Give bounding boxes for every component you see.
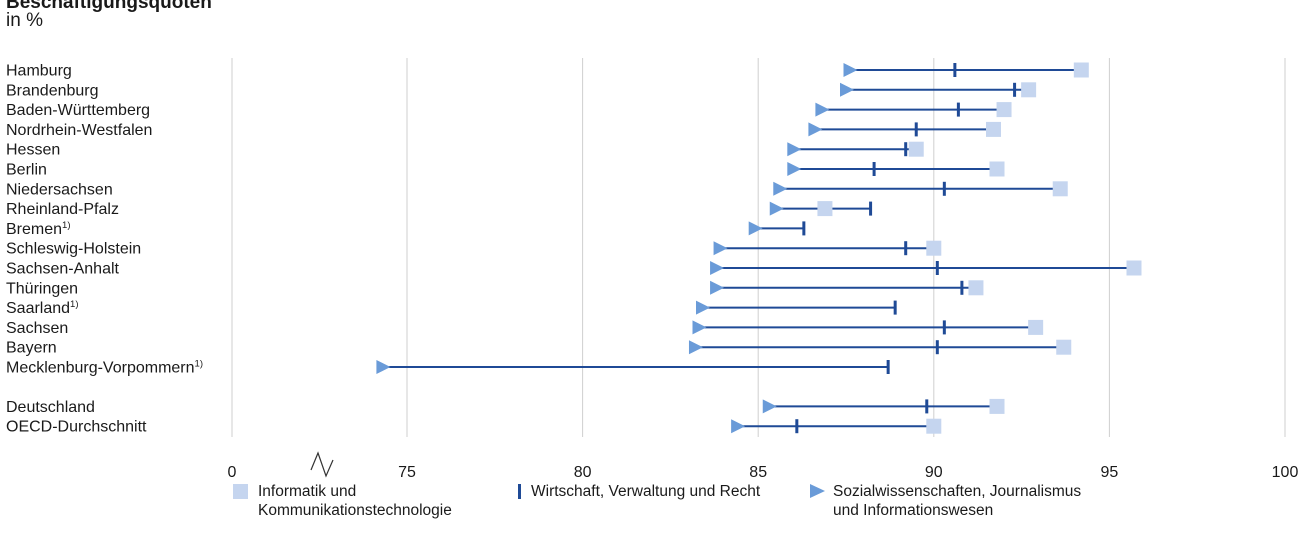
sozial-marker: [762, 399, 777, 414]
informatik-marker: [817, 201, 833, 217]
informatik-marker: [926, 240, 942, 256]
wirtschaft-marker: [914, 122, 918, 137]
sozial-marker: [696, 300, 711, 315]
row-label: Thüringen: [6, 280, 78, 297]
row-label: Schleswig-Holstein: [6, 241, 141, 258]
sozial-marker: [748, 221, 763, 236]
informatik-marker: [989, 398, 1005, 414]
wirtschaft-marker: [1013, 82, 1017, 97]
sozial-marker: [773, 181, 788, 196]
row-label: Brandenburg: [6, 82, 99, 99]
wirtschaft-marker: [942, 181, 946, 196]
row-label: Rheinland-Pfalz: [6, 201, 119, 218]
informatik-marker: [1052, 181, 1068, 197]
wirtschaft-marker: [872, 162, 876, 176]
row-label: Mecklenburg-Vorpommern1): [6, 359, 203, 377]
row-label: Hamburg: [6, 63, 72, 80]
chart-subtitle: in %: [6, 10, 43, 31]
wirtschaft-marker: [802, 221, 806, 236]
x-tick-label: 75: [398, 464, 416, 478]
row-label: Berlin: [6, 162, 47, 179]
informatik-marker: [1021, 82, 1037, 98]
legend-label-sozial-1: Sozialwissenschaften, Journalismus: [833, 483, 1082, 500]
sozial-marker: [731, 419, 746, 434]
wirtschaft-marker: [904, 142, 908, 157]
sozial-marker: [808, 122, 823, 137]
sozial-marker: [713, 241, 728, 256]
informatik-marker: [1056, 339, 1072, 355]
wirtschaft-marker: [942, 320, 946, 335]
row-label: Bayern: [6, 340, 57, 357]
x-tick-label: 85: [749, 464, 767, 478]
wirtschaft-marker: [904, 241, 908, 256]
wirtschaft-marker: [935, 340, 939, 355]
dot-range-chart: 0 75 80 85 90 95 100 Hamburg Brandenburg Baden-Wü…: [6, 58, 1299, 478]
footnote-marker: 1): [195, 359, 203, 370]
wirtschaft-marker: [795, 419, 799, 434]
sozial-marker: [787, 162, 802, 176]
informatik-marker: [989, 161, 1005, 177]
legend-label-informatik-1: Informatik und: [258, 483, 357, 500]
row-label: Niedersachsen: [6, 181, 113, 198]
axis-break-icon: [310, 451, 334, 478]
sozial-marker: [840, 82, 854, 97]
row-label: Bremen1): [6, 220, 70, 238]
row-label: Saarland1): [6, 299, 79, 317]
row-label: Deutschland: [6, 399, 95, 416]
informatik-marker: [968, 280, 984, 296]
row-label: Baden-Württemberg: [6, 102, 150, 119]
sozial-marker: [692, 320, 707, 335]
triangle-marker-icon: [810, 484, 825, 498]
square-marker-icon: [233, 484, 248, 499]
wirtschaft-marker: [925, 399, 929, 414]
chart-title: Beschäftigungsquoten: [6, 0, 212, 13]
sozial-marker: [376, 360, 391, 374]
legend-label-informatik-2: Kommunikationstechnologie: [258, 502, 452, 519]
legend-label-wirtschaft: Wirtschaft, Verwaltung und Recht: [531, 483, 761, 500]
x-tick-label: 80: [574, 464, 592, 478]
wirtschaft-marker: [960, 280, 964, 295]
wirtschaft-marker: [953, 63, 957, 77]
x-tick-label: 100: [1272, 464, 1299, 478]
wirtschaft-marker: [886, 360, 890, 374]
informatik-marker: [926, 418, 942, 434]
sozial-marker: [769, 201, 784, 216]
legend-label-sozial-2: und Informationswesen: [833, 502, 994, 519]
wirtschaft-marker: [893, 300, 897, 315]
row-label: Sachsen: [6, 320, 68, 337]
footnote-marker: 1): [62, 220, 70, 231]
sozial-marker: [710, 261, 725, 275]
footnote-marker: 1): [70, 299, 78, 310]
bar-marker-icon: [518, 484, 521, 499]
informatik-marker: [986, 121, 1002, 137]
x-tick-label: 90: [925, 464, 943, 478]
x-tick-label: 95: [1101, 464, 1119, 478]
informatik-marker: [1028, 319, 1044, 335]
wirtschaft-marker: [956, 102, 960, 117]
sozial-marker: [843, 63, 858, 77]
row-label: Hessen: [6, 142, 60, 159]
sozial-marker: [787, 142, 802, 157]
sozial-marker: [710, 280, 725, 295]
x-tick-label: 0: [228, 464, 237, 478]
row-label: Nordrhein-Westfalen: [6, 122, 152, 139]
informatik-marker: [1073, 62, 1089, 78]
informatik-marker: [1126, 260, 1142, 276]
sozial-marker: [688, 340, 703, 355]
informatik-marker: [908, 141, 924, 157]
sozial-marker: [815, 102, 830, 117]
wirtschaft-marker: [869, 201, 873, 216]
informatik-marker: [996, 102, 1012, 118]
wirtschaft-marker: [935, 261, 939, 275]
row-label: OECD-Durchschnitt: [6, 419, 147, 436]
row-label: Sachsen-Anhalt: [6, 261, 120, 278]
